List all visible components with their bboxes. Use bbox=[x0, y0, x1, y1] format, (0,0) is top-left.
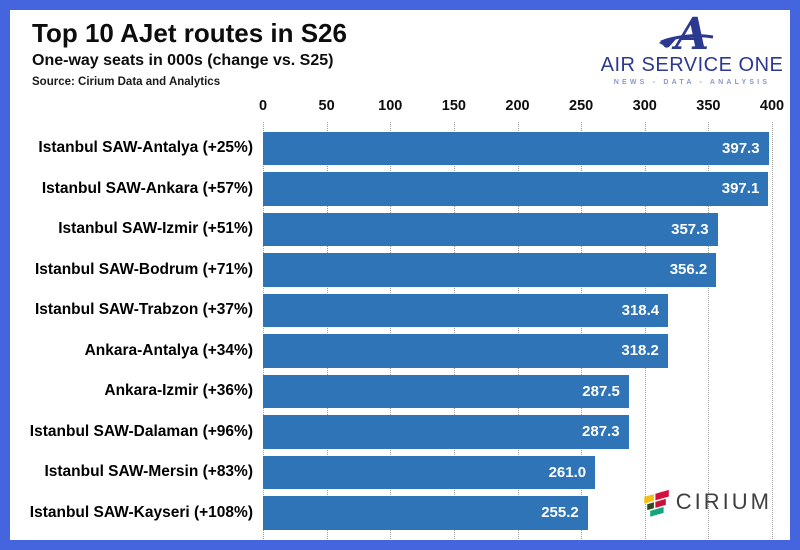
category-label: Istanbul SAW-Trabzon (+37%) bbox=[34, 301, 253, 319]
x-axis-tick-label: 350 bbox=[696, 98, 721, 114]
bar-row: 357.3 bbox=[263, 209, 772, 250]
bar-value-label: 397.3 bbox=[722, 139, 760, 157]
category-label: Istanbul SAW-Antalya (+25%) bbox=[38, 139, 253, 157]
bar-row: 397.3 bbox=[263, 128, 772, 169]
category-label: Istanbul SAW-Ankara (+57%) bbox=[41, 179, 253, 197]
category-label: Istanbul SAW-Mersin (+83%) bbox=[44, 463, 253, 481]
bar-row: 261.0 bbox=[263, 452, 772, 493]
x-axis-tick-label: 100 bbox=[378, 98, 403, 114]
bar: 356.2 bbox=[263, 253, 717, 287]
bar-value-label: 357.3 bbox=[671, 220, 709, 238]
gridline bbox=[644, 122, 646, 539]
category-label: Ankara-Izmir (+36%) bbox=[104, 382, 253, 400]
x-axis-tick-label: 250 bbox=[569, 98, 594, 114]
x-axis-tick-label: 150 bbox=[441, 98, 466, 114]
plot-area: 397.3 397.1 357.3 356.2 318.4 318.2 287.5 287.3… bbox=[263, 122, 773, 539]
bar: 397.1 bbox=[263, 172, 769, 206]
bar: 318.2 bbox=[263, 334, 668, 368]
bar-value-label: 318.2 bbox=[621, 342, 659, 360]
bar: 255.2 bbox=[263, 496, 588, 530]
category-label: Istanbul SAW-Bodrum (+71%) bbox=[35, 260, 253, 278]
bar-row: 397.1 bbox=[263, 169, 772, 210]
x-axis-tick-label: 200 bbox=[505, 98, 530, 114]
air-service-one-logo: A AIR SERVICE ONE NEWS - DATA - ANALYSIS bbox=[598, 12, 786, 96]
bar: 261.0 bbox=[263, 455, 596, 489]
source-note: Source: Cirium Data and Analytics bbox=[32, 76, 221, 88]
gridline bbox=[517, 122, 519, 539]
bar: 318.4 bbox=[263, 293, 669, 327]
bar: 287.5 bbox=[263, 374, 629, 408]
gridline bbox=[581, 122, 583, 539]
bar-row: 287.3 bbox=[263, 412, 772, 453]
category-label: Istanbul SAW-Izmir (+51%) bbox=[58, 220, 253, 238]
bar-row: 255.2 bbox=[263, 493, 772, 534]
svg-text:A: A bbox=[671, 12, 709, 56]
x-axis-tick-label: 50 bbox=[318, 98, 335, 114]
bar-row: 356.2 bbox=[263, 250, 772, 291]
bars-container: 397.3 397.1 357.3 356.2 318.4 318.2 287.5 287.3… bbox=[263, 128, 772, 533]
bar-value-label: 261.0 bbox=[548, 463, 587, 481]
x-axis-tick-label: 0 bbox=[258, 98, 268, 114]
gridline bbox=[453, 122, 455, 539]
aso-logo-text: AIR SERVICE ONE bbox=[600, 54, 784, 76]
category-labels: Istanbul SAW-Antalya (+25%) Istanbul SAW-… bbox=[10, 128, 253, 533]
bar-value-label: 287.5 bbox=[582, 382, 620, 400]
bar-value-label: 287.3 bbox=[582, 423, 620, 441]
category-label: Istanbul SAW-Dalaman (+96%) bbox=[29, 422, 253, 440]
category-label: Istanbul SAW-Kayseri (+108%) bbox=[29, 503, 253, 521]
gridline bbox=[772, 122, 773, 539]
cirium-logo: CIRIUM bbox=[642, 476, 772, 528]
cirium-logo-text: CIRIUM bbox=[675, 489, 772, 514]
aso-plane-a-icon: A bbox=[659, 12, 714, 56]
x-axis: 0 50 100 150 200 250 300 350 400 bbox=[10, 98, 790, 118]
bar: 287.3 bbox=[263, 415, 629, 449]
chart-canvas: Top 10 AJet routes in S26 One-way seats … bbox=[10, 10, 790, 540]
chart-subtitle: One-way seats in 000s (change vs. S25) bbox=[32, 52, 334, 69]
gridline bbox=[326, 122, 328, 539]
x-axis-tick-label: 300 bbox=[632, 98, 657, 114]
gridline bbox=[263, 122, 264, 539]
bar: 357.3 bbox=[263, 212, 718, 246]
bar-value-label: 318.4 bbox=[621, 301, 660, 319]
gridline bbox=[390, 122, 392, 539]
gridline bbox=[708, 122, 710, 539]
page-title: Top 10 AJet routes in S26 bbox=[32, 18, 347, 48]
bar-value-label: 255.2 bbox=[541, 504, 579, 522]
aso-logo-tagline: NEWS - DATA - ANALYSIS bbox=[613, 79, 771, 86]
bar-row: 287.5 bbox=[263, 371, 772, 412]
cirium-mark-icon bbox=[644, 489, 669, 517]
bar-row: 318.4 bbox=[263, 290, 772, 331]
bar-row: 318.2 bbox=[263, 331, 772, 372]
bar: 397.3 bbox=[263, 131, 769, 165]
x-axis-tick-label: 400 bbox=[759, 98, 785, 114]
bar-value-label: 356.2 bbox=[669, 261, 708, 279]
bar-value-label: 397.1 bbox=[721, 180, 760, 198]
category-label: Ankara-Antalya (+34%) bbox=[84, 341, 253, 359]
